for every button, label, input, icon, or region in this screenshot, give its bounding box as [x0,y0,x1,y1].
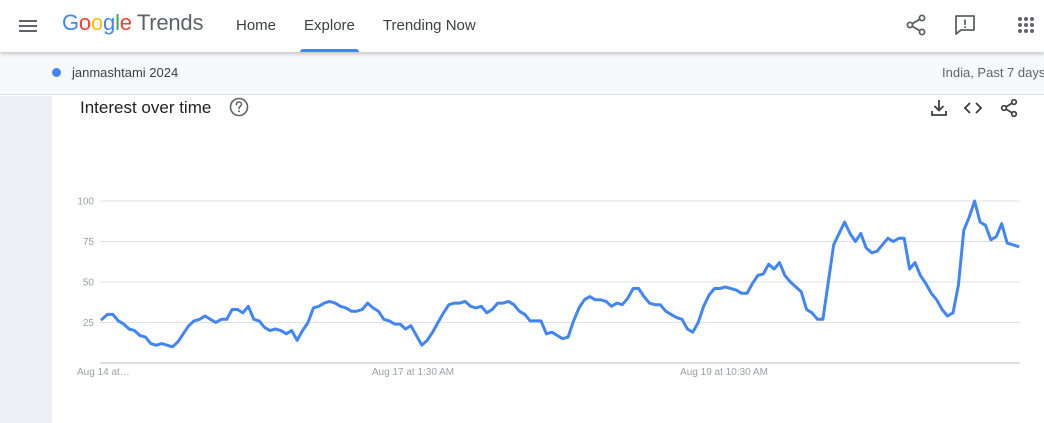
nav-explore[interactable]: Explore [290,0,369,52]
help-icon[interactable] [228,96,250,118]
y-tick-label: 25 [83,318,95,329]
share-chart-icon[interactable] [998,97,1020,119]
main-nav: Home Explore Trending Now [222,0,490,52]
left-gutter [0,96,52,423]
download-icon[interactable] [928,97,950,119]
series-line-janmashtami-2024[interactable] [100,199,1020,349]
y-tick-label: 50 [83,278,95,289]
apps-grid-icon[interactable] [1013,12,1039,38]
trends-wordmark: Trends [136,10,204,35]
card-title: Interest over time [80,98,212,117]
top-app-bar: Google Trends Home Explore Trending Now [0,0,1044,52]
y-tick-label: 75 [83,237,95,248]
google-trends-logo[interactable]: Google Trends [62,10,204,35]
x-tick-label: Aug 14 at… [77,367,130,378]
x-tick-label: Aug 19 at 10:30 AM [680,367,768,378]
interest-line-chart: 100 75 50 25 Aug 14 at… Aug 17 at 1:30 AM Aug … [77,197,1020,378]
search-term-label[interactable]: janmashtami 2024 [72,65,179,80]
feedback-icon[interactable] [952,12,978,38]
x-tick-label: Aug 17 at 1:30 AM [372,367,454,378]
interest-over-time-card: Interest over time 100 75 50 25 Aug 14 at… Au… [52,96,1044,423]
y-tick-label: 100 [77,197,94,208]
nav-trending-now[interactable]: Trending Now [382,17,476,34]
share-icon[interactable] [903,12,929,38]
term-color-dot [52,68,61,77]
search-term-bar: janmashtami 2024 India, Past 7 days [0,52,1044,95]
menu-icon[interactable] [14,12,42,40]
region-time-filter[interactable]: India, Past 7 days [942,65,1044,80]
nav-home[interactable]: Home [236,17,277,34]
embed-icon[interactable] [962,97,984,119]
